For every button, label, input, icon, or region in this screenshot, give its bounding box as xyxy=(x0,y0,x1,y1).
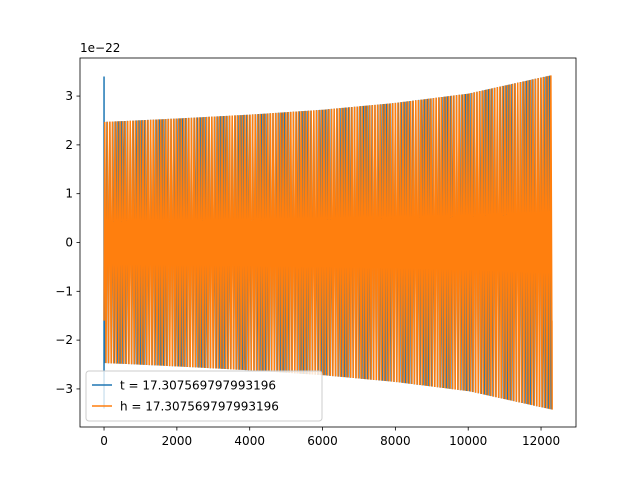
y-tick-label: 1 xyxy=(65,187,73,201)
legend-box xyxy=(85,370,323,422)
y-tick-label: −3 xyxy=(55,382,73,396)
x-tick-label: 4000 xyxy=(234,434,265,448)
x-tick-label: 0 xyxy=(100,434,108,448)
y-tick-label: 2 xyxy=(65,138,73,152)
y-tick-label: 0 xyxy=(65,236,73,250)
axes: 0 2000 4000 6000 8000 10000 12000 −3 −2 −1 0 1 2 3 xyxy=(55,57,577,448)
y-tick-label: 3 xyxy=(65,89,73,103)
y-offset-label: 1e−22 xyxy=(80,41,120,55)
x-tick-label: 10000 xyxy=(449,434,487,448)
legend-label: t = 17.307569797993196 xyxy=(120,379,276,393)
x-tick-label: 8000 xyxy=(380,434,411,448)
series-line-h xyxy=(103,75,553,410)
plot-area xyxy=(103,75,553,410)
legend: t = 17.307569797993196 h = 17.30756979799… xyxy=(85,370,323,422)
x-tick-label: 6000 xyxy=(307,434,338,448)
x-tick-label: 2000 xyxy=(162,434,193,448)
y-tick-label: −1 xyxy=(55,284,73,298)
legend-label: h = 17.307569797993196 xyxy=(120,400,279,414)
y-tick-label: −2 xyxy=(55,333,73,347)
x-tick-label: 12000 xyxy=(522,434,560,448)
